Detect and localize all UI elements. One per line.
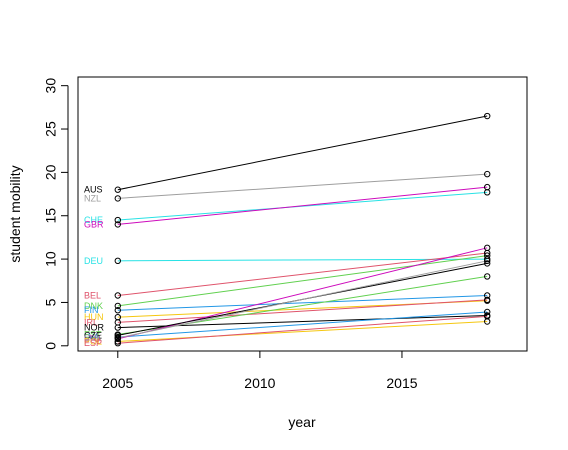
label-bel: BEL (84, 291, 101, 301)
series-line-aus (117, 115, 488, 191)
point-svk-2018 (484, 257, 491, 265)
series-line-nzl (117, 173, 488, 199)
label-est: EST (84, 330, 102, 340)
series-lines (117, 115, 488, 344)
series-line-fin (117, 295, 488, 311)
series-points (114, 112, 491, 347)
y-axis-title: student mobility (7, 165, 23, 262)
label-irl: IRL (84, 317, 98, 327)
label-cze: CZE (84, 330, 102, 340)
series-line-lva (117, 311, 488, 338)
label-svk: SVK (84, 333, 102, 343)
series-line-bel (117, 252, 488, 297)
point-nor-2005 (114, 324, 121, 331)
point-esp-2018 (484, 313, 491, 320)
y-tick-label-30: 30 (43, 78, 59, 94)
point-pol-2005 (114, 338, 121, 345)
y-tick-label-15: 15 (43, 208, 59, 224)
point-ltu-2018 (484, 244, 491, 252)
y-tick-label-0: 0 (43, 342, 59, 350)
x-axis: 2005 2010 2015 (102, 350, 418, 391)
x-tick-label-2015: 2015 (386, 375, 417, 391)
point-esp-2005 (114, 339, 121, 347)
point-aus-2018 (484, 112, 491, 120)
y-tick-label-10: 10 (43, 251, 59, 267)
y-axis: 0 5 10 15 20 25 30 (43, 78, 69, 350)
label-hun: HUN (84, 312, 104, 322)
label-lva: LVA (84, 332, 100, 342)
series-line-esp (117, 315, 488, 344)
y-tick-label-20: 20 (43, 164, 59, 180)
label-deu: DEU (84, 256, 103, 266)
label-pol: POL (84, 336, 102, 346)
point-aus-2005 (114, 186, 121, 193)
point-deu-2018 (484, 255, 491, 263)
series-line-dnk (117, 255, 488, 307)
point-bel-2005 (114, 292, 121, 299)
label-nor: NOR (84, 323, 105, 333)
point-dnk-2005 (114, 302, 121, 310)
point-fin-2005 (114, 307, 121, 314)
point-nzl-2005 (114, 195, 121, 202)
x-axis-title: year (288, 414, 316, 430)
point-est-2018 (484, 273, 491, 280)
label-esp: ESP (84, 338, 102, 348)
point-lva-2018 (484, 308, 491, 316)
point-nzl-2018 (484, 170, 491, 178)
label-che: CHE (84, 215, 103, 225)
x-tick-label-2005: 2005 (102, 375, 133, 391)
point-deu-2005 (114, 257, 121, 265)
point-gbr-2018 (484, 183, 491, 191)
point-gbr-2005 (114, 221, 121, 228)
label-nzl: NZL (84, 193, 101, 203)
series-line-deu (117, 258, 488, 262)
label-aus: AUS (84, 185, 103, 195)
point-che-2005 (114, 216, 121, 224)
y-tick-label-25: 25 (43, 121, 59, 137)
x-tick-label-2010: 2010 (244, 375, 275, 391)
y-tick-label-5: 5 (43, 298, 59, 306)
label-dnk: DNK (84, 301, 103, 311)
series-line-gbr (117, 186, 488, 225)
series-line-irl (117, 299, 488, 323)
label-gbr: GBR (84, 219, 104, 229)
point-irl-2018 (484, 296, 491, 304)
point-cze-2005 (114, 332, 121, 339)
point-cze-2018 (484, 260, 491, 267)
series-line-svk (117, 260, 488, 339)
series-line-pol (117, 321, 488, 342)
label-fin: FIN (84, 305, 99, 315)
label-ltu: LTU (84, 334, 100, 344)
